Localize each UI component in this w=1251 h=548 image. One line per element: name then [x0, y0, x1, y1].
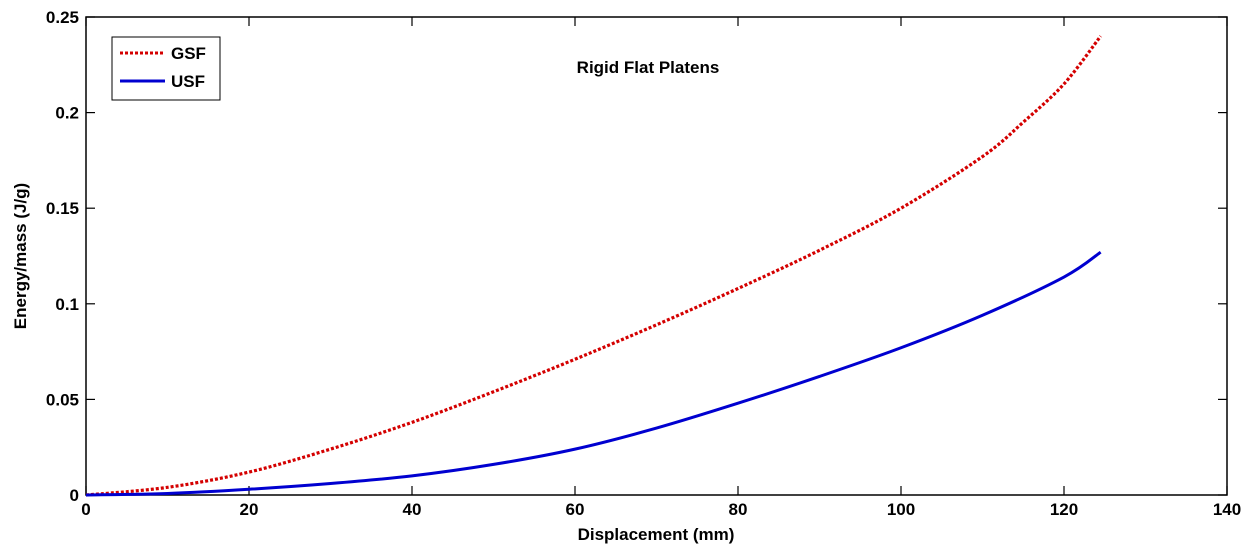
plot-area — [85, 16, 1228, 496]
x-tick-label: 60 — [566, 500, 585, 519]
series-line-usf — [85, 250, 1102, 497]
legend: GSF USF — [111, 36, 221, 101]
y-tick-labels: 0 0.05 0.1 0.15 0.2 0.25 — [46, 8, 79, 505]
y-tick-label: 0.05 — [46, 390, 79, 409]
series-layer — [85, 35, 1102, 497]
x-tick-label: 20 — [240, 500, 259, 519]
y-tick-label: 0.1 — [55, 295, 79, 314]
y-tick-label: 0 — [70, 486, 79, 505]
x-tick-label: 140 — [1213, 500, 1241, 519]
legend-box — [111, 36, 221, 101]
x-tick-label: 100 — [887, 500, 915, 519]
chart-annotation: Rigid Flat Platens — [577, 58, 720, 77]
y-axis-label: Energy/mass (J/g) — [11, 183, 30, 329]
ticks — [85, 16, 1228, 496]
legend-entries: GSF USF — [120, 44, 206, 91]
y-tick-label: 0.15 — [46, 199, 79, 218]
x-tick-label: 0 — [81, 500, 90, 519]
x-tick-label: 80 — [729, 500, 748, 519]
legend-label-usf: USF — [171, 72, 205, 91]
y-tick-label: 0.25 — [46, 8, 79, 27]
y-tick-label: 0.2 — [55, 104, 79, 123]
series-line-gsf — [85, 35, 1102, 497]
legend-label-gsf: GSF — [171, 44, 206, 63]
x-axis-label: Displacement (mm) — [578, 525, 735, 544]
x-tick-labels: 0 20 40 60 80 100 120 140 — [81, 500, 1241, 519]
x-tick-label: 120 — [1050, 500, 1078, 519]
x-tick-label: 40 — [403, 500, 422, 519]
